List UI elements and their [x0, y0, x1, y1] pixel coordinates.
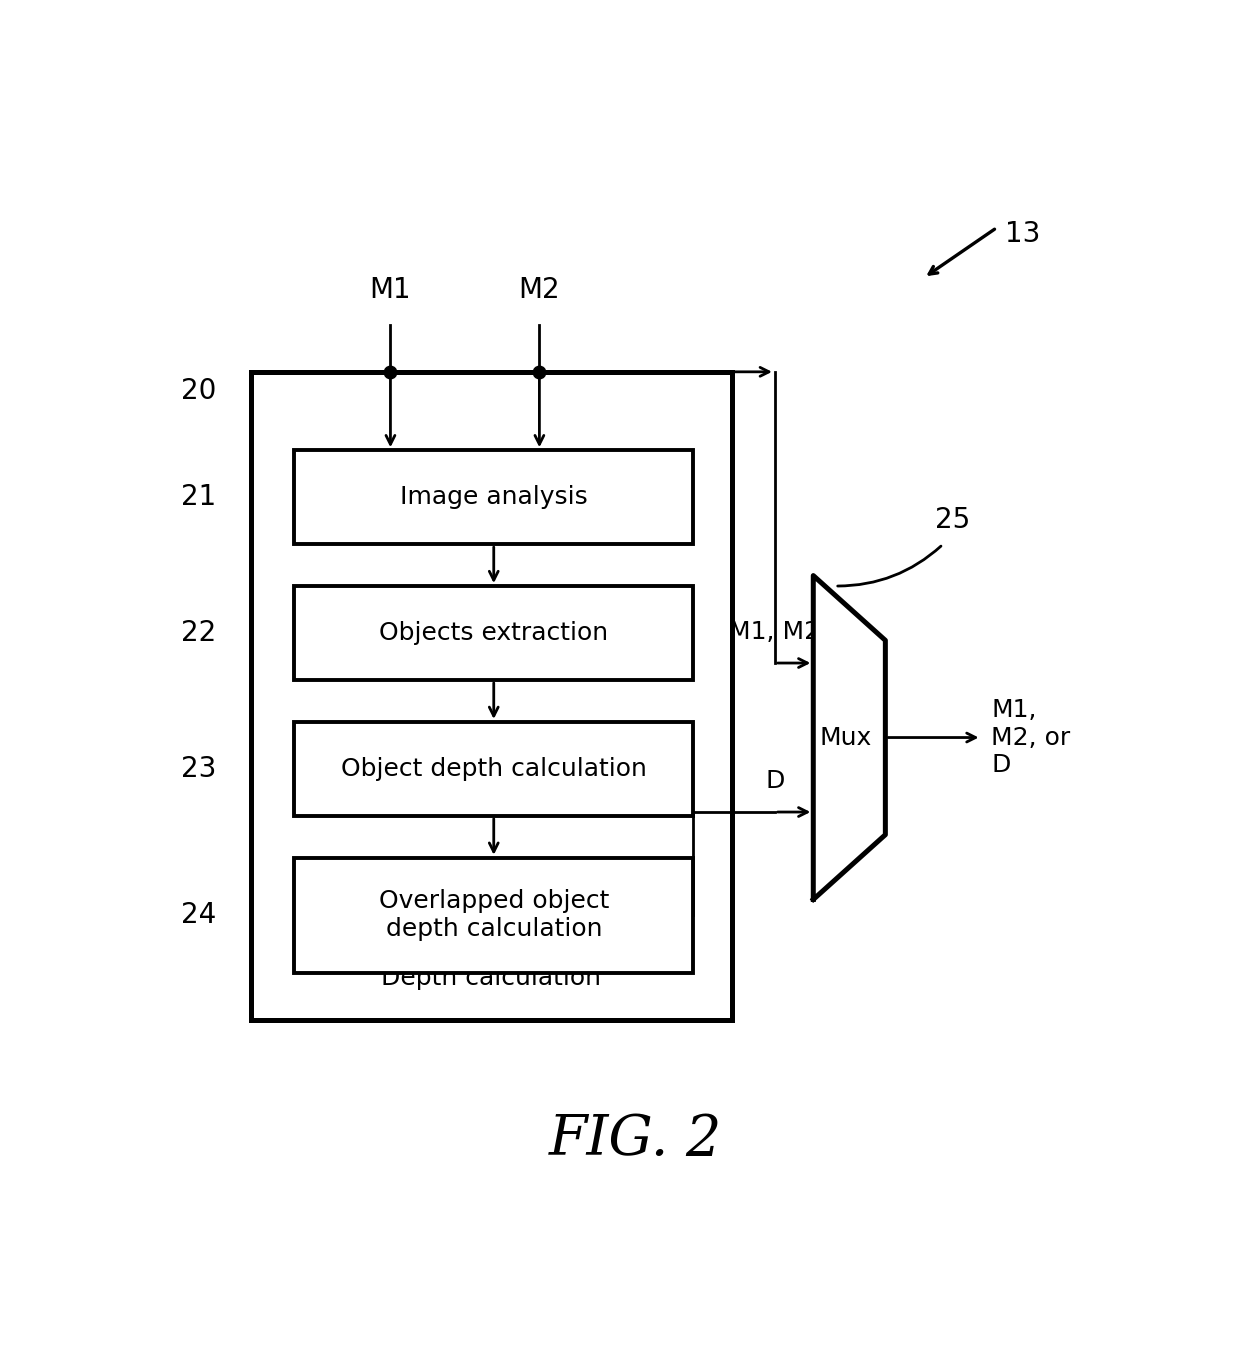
Text: 22: 22: [181, 619, 216, 647]
Text: Image analysis: Image analysis: [399, 486, 588, 509]
Bar: [294, 586, 693, 680]
Text: Objects extraction: Objects extraction: [379, 622, 609, 645]
Bar: [294, 858, 693, 973]
Text: FIG. 2: FIG. 2: [549, 1113, 722, 1167]
Text: Overlapped object
depth calculation: Overlapped object depth calculation: [378, 889, 609, 940]
Text: 24: 24: [181, 901, 216, 930]
Text: M2: M2: [518, 275, 560, 304]
Text: M1, M2: M1, M2: [729, 620, 821, 645]
Text: Mux: Mux: [820, 726, 872, 749]
Text: Depth calculation: Depth calculation: [382, 966, 601, 991]
Bar: [250, 372, 732, 1019]
Text: 23: 23: [181, 754, 216, 783]
Text: 21: 21: [181, 483, 216, 512]
Polygon shape: [813, 575, 885, 900]
Text: M1: M1: [370, 275, 412, 304]
Text: Object depth calculation: Object depth calculation: [341, 757, 647, 780]
Bar: [294, 722, 693, 816]
Text: D: D: [765, 769, 785, 794]
Text: 20: 20: [181, 377, 216, 404]
Bar: [294, 451, 693, 544]
Text: M1,
M2, or
D: M1, M2, or D: [991, 697, 1070, 778]
Text: 25: 25: [935, 506, 970, 533]
Text: 13: 13: [1006, 220, 1040, 248]
